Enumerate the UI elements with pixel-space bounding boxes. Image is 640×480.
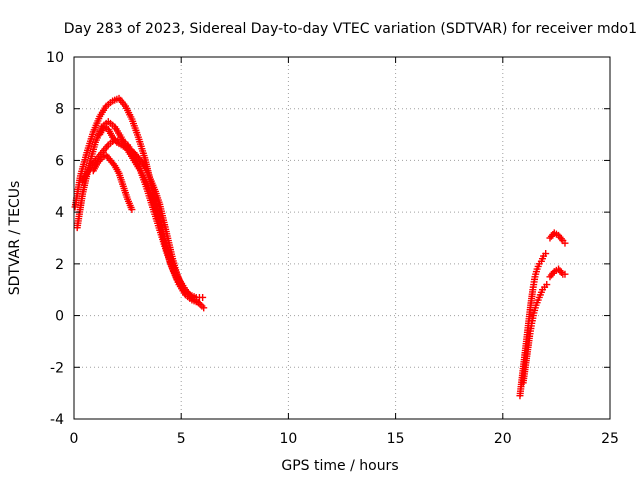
y-tick-label: 2 — [55, 257, 64, 273]
x-axis-label: GPS time / hours — [281, 458, 398, 474]
axis-ticks: 0 5 10 15 20 25 -4 -2 0 2 4 6 8 10 — [46, 50, 619, 447]
data-point — [543, 281, 551, 289]
y-tick-label: 10 — [46, 50, 64, 66]
data-point — [199, 293, 207, 301]
data-point — [194, 299, 202, 307]
x-tick-label: 10 — [279, 431, 297, 447]
plot-frame — [73, 56, 611, 420]
data-point — [200, 304, 208, 312]
x-tick-label: 15 — [387, 431, 405, 447]
y-tick-label: -4 — [50, 412, 64, 428]
grid-layer — [74, 57, 610, 419]
data-point — [561, 239, 569, 247]
x-tick-label: 0 — [70, 431, 79, 447]
y-tick-label: 6 — [55, 153, 64, 169]
y-tick-label: 4 — [55, 205, 64, 221]
y-axis-label: SDTVAR / TECUs — [7, 181, 23, 296]
x-tick-label: 20 — [494, 431, 512, 447]
y-tick-label: 0 — [55, 309, 64, 325]
y-tick-label: -2 — [50, 360, 64, 376]
data-point — [561, 270, 569, 278]
data-point — [177, 281, 185, 289]
chart-title: Day 283 of 2023, Sidereal Day-to-day VTE… — [64, 21, 637, 37]
y-tick-label: 8 — [55, 102, 64, 118]
data-points — [71, 94, 569, 400]
data-point — [542, 250, 550, 258]
data-point — [128, 206, 136, 214]
x-tick-label: 5 — [177, 431, 186, 447]
x-tick-label: 25 — [601, 431, 619, 447]
